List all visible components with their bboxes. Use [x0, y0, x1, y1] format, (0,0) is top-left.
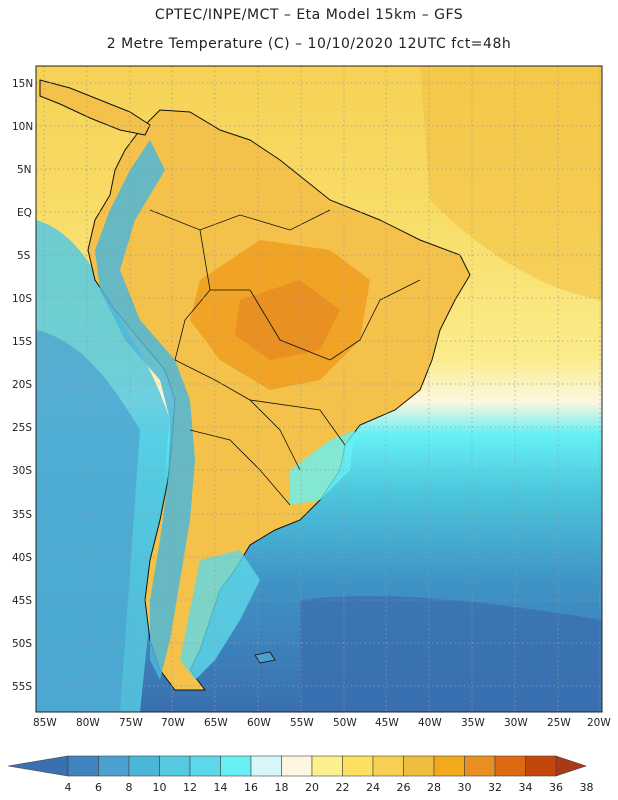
lat-label: 30S — [12, 465, 32, 477]
southern-brazil-cool-region — [290, 430, 355, 505]
colorbar-label: 18 — [275, 781, 289, 794]
lat-label: 55S — [12, 681, 32, 693]
colorbar-label: 16 — [244, 781, 258, 794]
colorbar-swatch — [128, 755, 160, 777]
lon-label: 30W — [504, 717, 528, 729]
lon-label: 70W — [161, 717, 185, 729]
lat-label: EQ — [17, 207, 32, 219]
colorbar-label: 10 — [153, 781, 167, 794]
south-atlantic-cold-water — [300, 596, 602, 712]
colorbar-label: 20 — [305, 781, 319, 794]
lat-label: 5N — [17, 164, 32, 176]
lon-label: 60W — [247, 717, 271, 729]
colorbar-label: 38 — [580, 781, 594, 794]
colorbar-swatch — [250, 755, 282, 777]
lat-label: 35S — [12, 509, 32, 521]
colorbar-swatch — [189, 755, 221, 777]
lat-label: 25S — [12, 422, 32, 434]
colorbar-label: 22 — [336, 781, 350, 794]
colorbar-swatch — [281, 755, 313, 777]
colorbar-swatch — [494, 755, 526, 777]
colorbar-label: 34 — [519, 781, 533, 794]
lon-label: 85W — [33, 717, 57, 729]
colorbar-swatch — [159, 755, 191, 777]
longitude-labels: 85W 80W 75W 70W 65W 60W 55W 50W 45W 40W … — [33, 717, 611, 729]
patagonia-cool-region — [180, 550, 260, 680]
lon-label: 55W — [290, 717, 314, 729]
colorbar-label: 4 — [65, 781, 72, 794]
colorbar-swatch — [525, 755, 557, 777]
atlantic-warm-water — [420, 66, 602, 300]
country-borders — [149, 209, 421, 506]
lon-label: 65W — [204, 717, 228, 729]
colorbar-label: 6 — [95, 781, 102, 794]
lon-label: 35W — [461, 717, 485, 729]
lat-label: 15N — [12, 78, 33, 90]
lat-label: 40S — [12, 552, 32, 564]
lat-label: 15S — [12, 336, 32, 348]
lat-label: 10S — [12, 293, 32, 305]
latitude-labels: 15N 10N 5N EQ 5S 10S 15S 20S 25S 30S 35S… — [12, 78, 33, 693]
lon-label: 75W — [119, 717, 143, 729]
colorbar-swatch — [372, 755, 404, 777]
lat-label: 10N — [12, 121, 33, 133]
colorbar-label: 8 — [126, 781, 133, 794]
lon-label: 25W — [547, 717, 571, 729]
central-america-land — [39, 79, 151, 136]
colorbar-low-arrow — [7, 755, 69, 777]
colorbar: 4 6 8 10 12 14 16 18 20 22 24 26 28 30 32 34 36 38 — [7, 755, 594, 794]
lon-label: 80W — [76, 717, 100, 729]
andes-cold-ridge — [95, 140, 195, 680]
colorbar-swatch — [433, 755, 465, 777]
colorbar-label: 26 — [397, 781, 411, 794]
colorbar-swatch — [311, 755, 343, 777]
colorbar-label: 12 — [183, 781, 197, 794]
lon-label: 40W — [418, 717, 442, 729]
lat-label: 5S — [17, 250, 31, 262]
lon-label: 20W — [587, 717, 611, 729]
lat-label: 45S — [12, 595, 32, 607]
lon-label: 45W — [375, 717, 399, 729]
interior-hottest-region — [235, 280, 340, 360]
map-plot-area — [36, 66, 602, 712]
colorbar-label: 24 — [366, 781, 380, 794]
pacific-cold-water — [36, 330, 140, 712]
lat-label: 50S — [12, 638, 32, 650]
colorbar-swatch — [342, 755, 374, 777]
colorbar-label: 36 — [549, 781, 563, 794]
lon-label: 50W — [333, 717, 357, 729]
colorbar-label: 30 — [458, 781, 472, 794]
colorbar-swatch — [67, 755, 99, 777]
map-title: CPTEC/INPE/MCT – Eta Model 15km – GFS — [154, 7, 464, 23]
colorbar-swatch — [464, 755, 496, 777]
colorbar-label: 32 — [488, 781, 502, 794]
colorbar-swatch — [98, 755, 130, 777]
colorbar-swatch — [403, 755, 435, 777]
lat-label: 20S — [12, 379, 32, 391]
map-subtitle: 2 Metre Temperature (C) – 10/10/2020 12U… — [106, 36, 512, 52]
colorbar-swatch — [220, 755, 252, 777]
map-frame — [35, 65, 603, 713]
colorbar-label: 14 — [214, 781, 228, 794]
colorbar-high-arrow — [555, 755, 587, 777]
colorbar-label: 28 — [427, 781, 441, 794]
